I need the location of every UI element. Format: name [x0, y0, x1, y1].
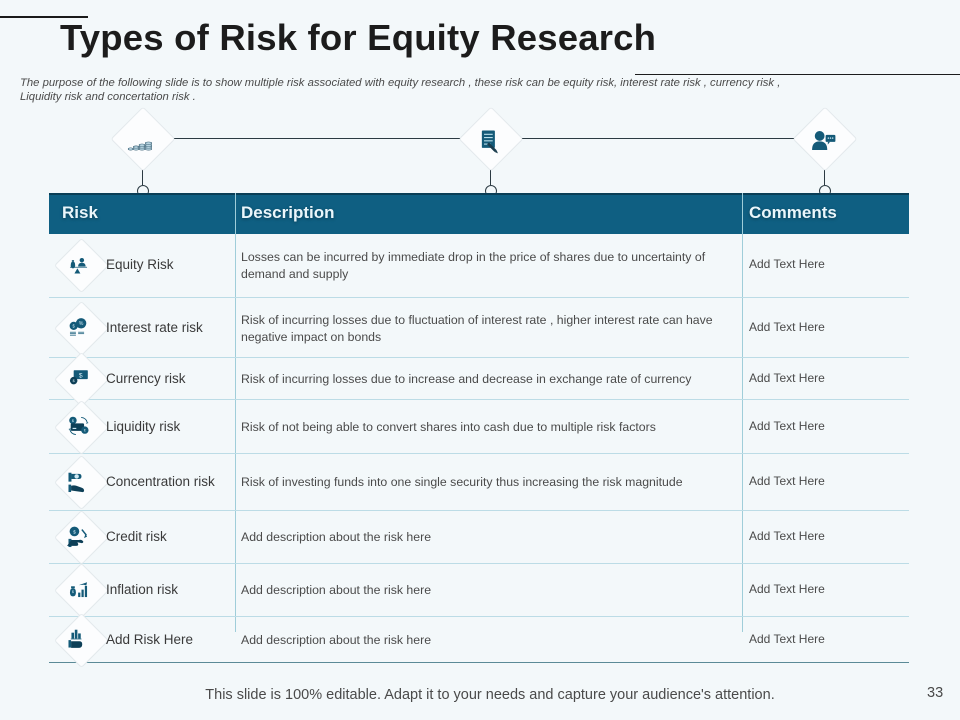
- svg-text:€: €: [84, 429, 86, 433]
- svg-text:$: $: [72, 589, 74, 593]
- svg-text:$: $: [73, 529, 76, 535]
- svg-text:$: $: [73, 379, 75, 383]
- svg-text:%: %: [79, 321, 84, 327]
- svg-text:$: $: [79, 372, 83, 379]
- svg-text:$: $: [72, 419, 74, 423]
